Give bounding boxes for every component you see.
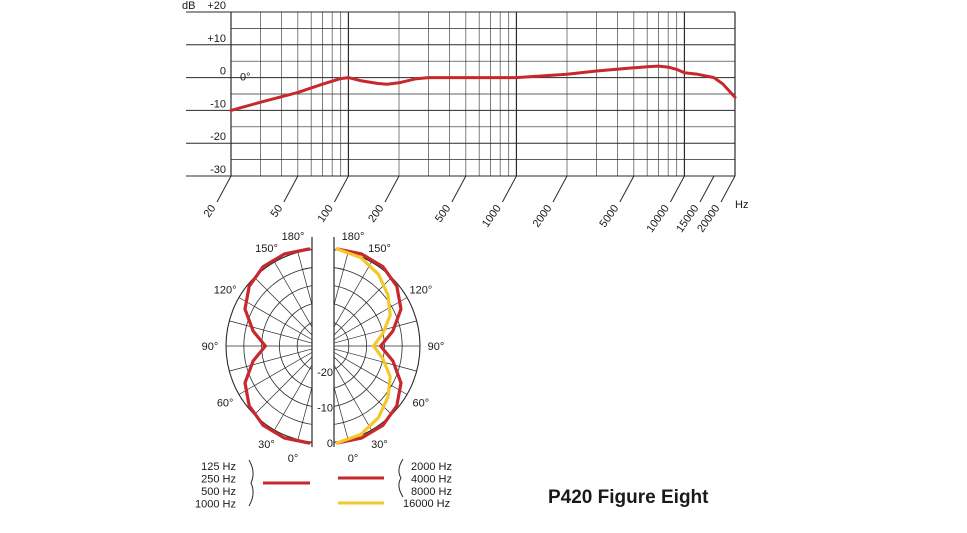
x-tick-label: 50 (268, 203, 285, 220)
polar-spoke (330, 320, 417, 345)
page-title: P420 Figure Eight (548, 487, 709, 508)
polar-curve (335, 247, 403, 445)
y-tick-label: +20 (207, 0, 226, 12)
polar-angle-label: 90° (428, 341, 445, 353)
legend-label: 16000 Hz (403, 498, 450, 510)
x-tick-label: 1000 (480, 203, 504, 230)
polar-spoke (254, 351, 318, 415)
x-tick-mark (501, 175, 517, 203)
y-tick-label: -20 (210, 131, 226, 143)
x-tick-label: 100 (316, 203, 336, 225)
polar-angle-label: 30° (258, 439, 275, 451)
x-tick-mark (669, 175, 685, 203)
x-tick-mark (283, 175, 299, 203)
x-tick-label: 200 (366, 203, 386, 225)
polar-grid (225, 237, 421, 449)
polar-angle-label: 150° (255, 243, 278, 255)
polar-angle-label: 120° (409, 285, 432, 297)
x-tick-mark (552, 175, 568, 203)
polar-angle-label: 90° (202, 341, 219, 353)
polar-spoke (238, 349, 317, 395)
y-tick-label: -10 (210, 98, 226, 110)
x-axis-label: Hz (735, 199, 748, 211)
x-tick-label: 10000 (645, 203, 672, 235)
angle-annotation: 0° (240, 72, 251, 84)
x-tick-mark (451, 175, 467, 203)
polar-angle-label: 0° (288, 453, 299, 465)
polar-curves (243, 247, 403, 445)
x-tick-label: 5000 (597, 203, 621, 230)
polar-spoke (328, 351, 392, 415)
legend-label: 1000 Hz (195, 499, 236, 511)
polar-angle-label: 30° (371, 439, 388, 451)
polar-angle-label: 150° (368, 243, 391, 255)
x-tick-label: 2000 (531, 203, 555, 230)
legend-label: 125 Hz (201, 461, 236, 473)
x-tick-mark (333, 175, 349, 203)
polar-angle-label: 60° (217, 398, 234, 410)
y-tick-label: +10 (207, 33, 226, 45)
polar-spoke (328, 277, 392, 341)
polar-spoke (329, 349, 408, 395)
x-tick-label: 500 (433, 203, 453, 225)
x-tick-mark (720, 175, 736, 203)
frequency-response-curve (229, 64, 737, 112)
polar-angle-label: 180° (342, 231, 365, 243)
x-tick-mark (384, 175, 400, 203)
y-tick-label: -30 (210, 164, 226, 176)
x-tick-mark (216, 175, 232, 203)
polar-spoke (229, 320, 316, 345)
legend-label: 500 Hz (201, 486, 236, 498)
polar-level-label: -10 (317, 402, 333, 414)
legend-brace (398, 458, 404, 498)
legend-label: 2000 Hz (411, 461, 452, 473)
y-tick-label: 0 (220, 66, 226, 78)
polar-spoke (329, 297, 408, 343)
legend-label: 250 Hz (201, 474, 236, 486)
legend-label: 8000 Hz (411, 486, 452, 498)
polar-labels: 0° 0°30° 30°60° 60°90° 90°120° 120°150° 150°18… (202, 231, 445, 465)
polar-angle-label: 0° (348, 453, 359, 465)
x-tick-mark (619, 175, 635, 203)
polar-angle-label: 60° (413, 398, 430, 410)
polar-level-label: -20 (317, 367, 333, 379)
x-tick-mark (699, 175, 715, 203)
x-tick-label: 20 (202, 203, 219, 220)
x-tick-label: 20000 (695, 203, 722, 235)
polar-gap (312, 237, 334, 449)
polar-angle-label: 120° (214, 285, 237, 297)
y-tick-labels: +20 +10 0 -10 -20 -30 (207, 0, 226, 176)
polar-spoke (254, 277, 318, 341)
polar-level-label: 0 (327, 438, 333, 450)
y-axis-label: dB (182, 0, 195, 12)
polar-spoke (229, 347, 316, 372)
polar-curve (335, 247, 392, 445)
legend-label: 4000 Hz (411, 474, 452, 486)
polar-spoke (238, 297, 317, 343)
frequency-grid (186, 11, 736, 203)
polar-curve (243, 247, 311, 445)
polar-angle-label: 180° (282, 231, 305, 243)
legend-brace (248, 459, 254, 507)
polar-spoke (330, 347, 417, 372)
